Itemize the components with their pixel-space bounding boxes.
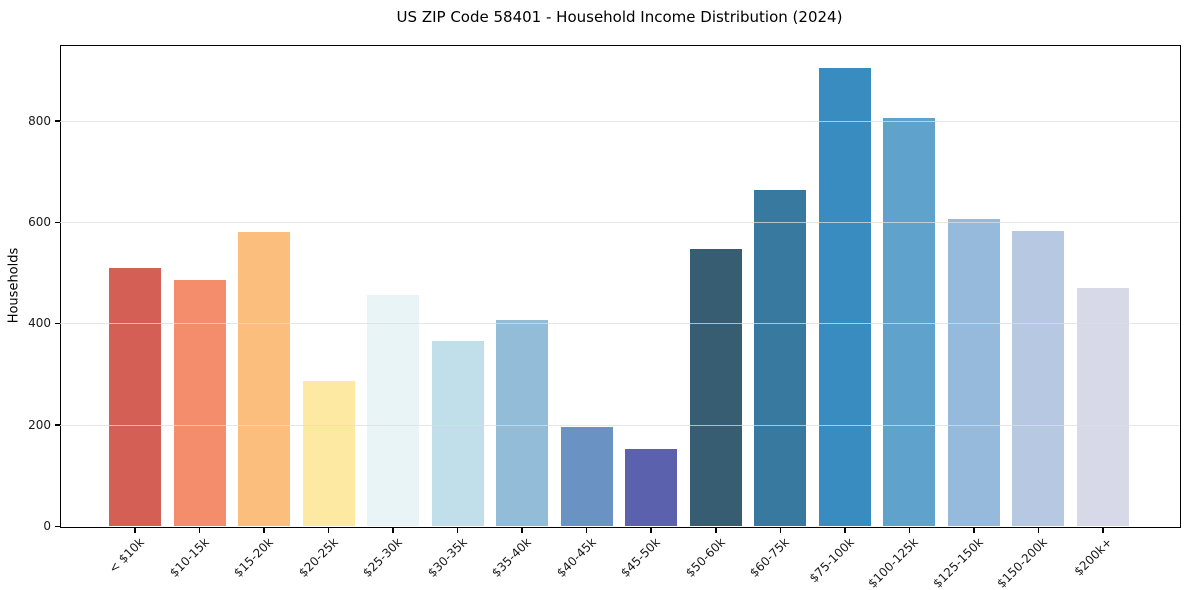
x-tick-mark [1102,527,1104,533]
x-tick-mark [908,527,911,533]
x-tick-mark [263,527,265,533]
y-tick-label: 400 [28,316,51,331]
x-tick-mark [327,527,330,533]
y-tick-mark [55,322,60,325]
x-tick-mark [973,527,975,533]
bar [367,295,420,526]
y-tick-label: 0 [43,519,51,533]
chart-title: US ZIP Code 58401 - Household Income Dis… [396,8,843,26]
x-tick-mark [134,527,136,533]
bar [947,218,1000,526]
bar [1012,230,1065,526]
x-tick-mark [1037,527,1040,533]
bar [689,249,742,526]
x-tick-mark [844,527,846,533]
y-tick-mark [55,221,60,224]
bar [238,232,291,526]
y-tick-mark [55,525,60,527]
bar [818,67,871,526]
x-tick-mark [650,527,652,533]
bar [109,267,161,526]
x-tick-mark [392,527,394,533]
y-tick-label: 800 [28,113,51,128]
y-tick-mark [55,120,60,122]
y-tick-mark [55,424,60,426]
x-tick-mark [715,527,717,533]
bar [625,448,678,526]
bar [754,189,807,526]
bar [302,381,355,526]
bar [173,279,226,526]
bar [560,427,613,526]
bar [883,117,936,526]
x-tick-mark [521,527,523,533]
bar [431,341,484,526]
x-tick-mark [585,527,588,533]
y-tick-label: 200 [28,417,51,432]
x-tick-label: < $10k [106,535,147,576]
bar [1076,288,1129,526]
y-tick-label: 600 [28,215,51,230]
bar [496,320,549,526]
x-tick-mark [198,527,201,533]
x-tick-mark [456,527,459,533]
x-tick-mark [779,527,782,533]
